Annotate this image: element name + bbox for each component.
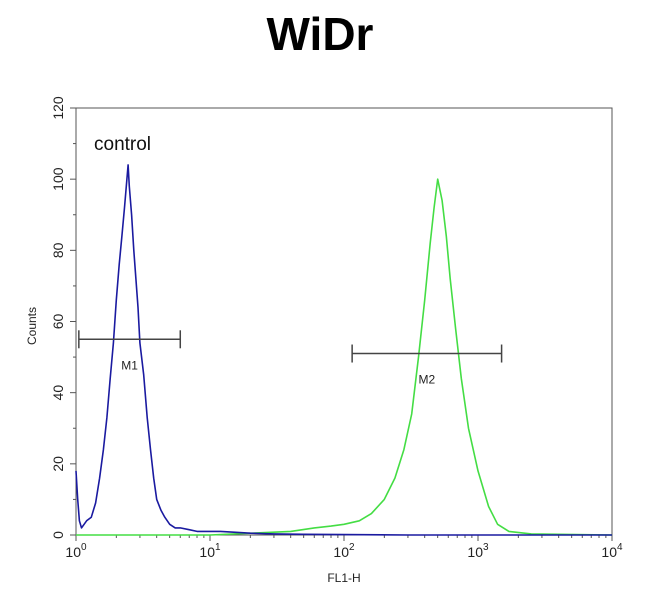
- axes: 0 20 40 60 80 100 120 100 101 102 103 104: [50, 96, 623, 560]
- gate-label: M2: [419, 373, 436, 387]
- series-layer: [75, 164, 613, 536]
- y-tick-label: 0: [50, 531, 66, 539]
- gate-marker-m1: M1: [78, 330, 182, 372]
- x-tick-label: 102: [333, 542, 355, 560]
- y-tick-label: 80: [50, 242, 66, 258]
- control-histogram-line: [75, 164, 612, 536]
- x-tick-label: 104: [601, 542, 623, 560]
- y-axis-label: Counts: [25, 307, 39, 345]
- sample-histogram-line: [76, 178, 613, 536]
- gate-marker-m2: M2: [351, 344, 503, 387]
- y-tick-label: 60: [50, 314, 66, 330]
- gate-markers: M1 M2: [78, 330, 503, 387]
- y-tick-label: 120: [50, 96, 66, 120]
- chart-title: WiDr: [267, 8, 374, 60]
- y-tick-label: 20: [50, 456, 66, 472]
- x-tick-label: 101: [199, 542, 221, 560]
- x-tick-label: 100: [65, 542, 87, 560]
- x-axis-label: FL1-H: [327, 571, 360, 585]
- x-tick-label: 103: [467, 542, 489, 560]
- y-tick-label: 40: [50, 385, 66, 401]
- plot-frame: [75, 107, 613, 536]
- y-tick-label: 100: [50, 167, 66, 191]
- control-annotation: control: [94, 134, 151, 155]
- gate-label: M1: [121, 358, 138, 372]
